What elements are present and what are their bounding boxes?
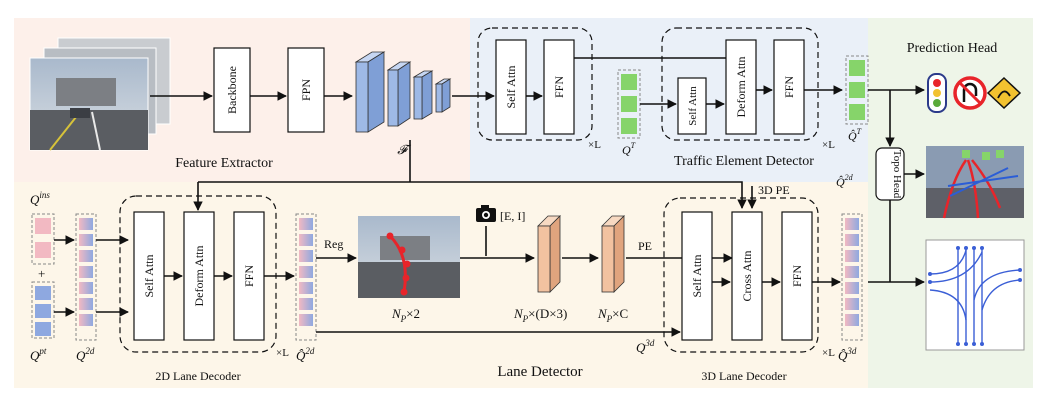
- warning-sign-icon: [986, 76, 1022, 110]
- lane-2d-self-attn-block: [133, 211, 165, 341]
- pe-3d-label: 3D PE: [758, 183, 790, 197]
- traffic-decoder-self-attn-block: [677, 77, 707, 135]
- q-ins-label: Qins: [30, 190, 50, 207]
- feature-extractor-title: Feature Extractor: [175, 156, 273, 171]
- refined-2d-queries: [295, 213, 317, 341]
- fpn-label: FPN: [299, 79, 313, 101]
- q-3d-label: Q3d: [636, 338, 655, 355]
- lane-3d-self-attn-label: Self Attn: [690, 254, 704, 297]
- traffic-decoder-repeat-label: ×L: [822, 139, 835, 151]
- traffic-decoder-ffn-label: FFN: [782, 76, 796, 98]
- no-u-turn-sign-icon: [953, 76, 987, 110]
- np-2-label: NP×2: [391, 306, 420, 324]
- input-images: [29, 37, 171, 151]
- lane-3d-embed-block: [601, 215, 625, 293]
- pe-label: PE: [638, 239, 652, 253]
- q-t-label: QT: [622, 141, 636, 157]
- traffic-ffn-label: FFN: [552, 76, 566, 98]
- topo-head-label: Topo Head: [891, 150, 903, 199]
- cam-params-label: [E, I]: [500, 209, 525, 223]
- q-pt-label: Qpt: [30, 346, 47, 363]
- np-c-label: NP×C: [597, 306, 628, 324]
- lane-detector-title: Lane Detector: [497, 364, 582, 380]
- lane-2d-deform-attn-block: [183, 211, 215, 341]
- backbone-label: Backbone: [225, 66, 239, 114]
- lane-decoder-2d-title: 2D Lane Decoder: [155, 369, 240, 383]
- traffic-decoder-repeat: [661, 27, 819, 141]
- lane-2d-repeat-label: ×L: [276, 347, 289, 359]
- lane-3d-self-attn-block: [681, 211, 713, 341]
- prediction-head-title: Prediction Head: [907, 41, 998, 56]
- topology-camera-view: [926, 146, 1024, 219]
- traffic-encoder-repeat-label: ×L: [588, 139, 601, 151]
- lane-decoder-2d-repeat: [119, 195, 277, 353]
- lane-decoder-3d-title: 3D Lane Decoder: [701, 369, 786, 383]
- lane-3d-ffn-block: [781, 211, 813, 341]
- traffic-decoder-ffn-block: [773, 39, 805, 135]
- traffic-output-queries: [845, 55, 869, 125]
- lane-3d-cross-attn-label: Cross Attn: [740, 250, 754, 301]
- lane-2d-deform-attn-label: Deform Attn: [192, 246, 206, 307]
- instance-queries: [31, 213, 55, 265]
- traffic-deform-attn-label: Deform Attn: [734, 57, 748, 118]
- traffic-light-icon: [927, 73, 947, 113]
- lane-2d-ffn-block: [233, 211, 265, 341]
- np-d3-label: NP×(D×3): [513, 306, 567, 324]
- traffic-decoder-self-attn-label: Self Attn: [687, 86, 699, 126]
- lane-2d-self-attn-label: Self Attn: [142, 254, 156, 297]
- traffic-self-attn-label: Self Attn: [504, 65, 518, 108]
- backbone-block: [213, 47, 251, 133]
- lane-2d-ffn-label: FFN: [242, 265, 256, 287]
- reg-label: Reg: [324, 237, 343, 251]
- q-2d-label: Q2d: [76, 346, 95, 363]
- traffic-ffn-block: [543, 39, 575, 135]
- point-queries: [31, 281, 55, 339]
- lane-3d-points-block: [537, 215, 561, 293]
- lane-2d-image: [358, 216, 460, 298]
- lane-decoder-3d-repeat: [663, 197, 819, 353]
- plus-sign: +: [38, 266, 45, 281]
- feature-pyramid: [354, 51, 452, 133]
- lane-3d-cross-attn-block: [731, 211, 763, 341]
- combined-2d-queries: [75, 213, 97, 341]
- camera-icon: [476, 205, 496, 222]
- traffic-encoder-repeat: [477, 27, 593, 141]
- traffic-queries: [617, 69, 641, 139]
- fpn-block: [287, 47, 325, 133]
- traffic-self-attn-block: [495, 39, 527, 135]
- lane-3d-ffn-label: FFN: [790, 265, 804, 287]
- traffic-deform-attn-block: [725, 39, 757, 135]
- traffic-element-detector-title: Traffic Element Detector: [674, 154, 814, 169]
- bev-lane-graph: [925, 239, 1025, 351]
- lane-3d-repeat-label: ×L: [822, 347, 835, 359]
- refined-3d-queries: [841, 213, 863, 341]
